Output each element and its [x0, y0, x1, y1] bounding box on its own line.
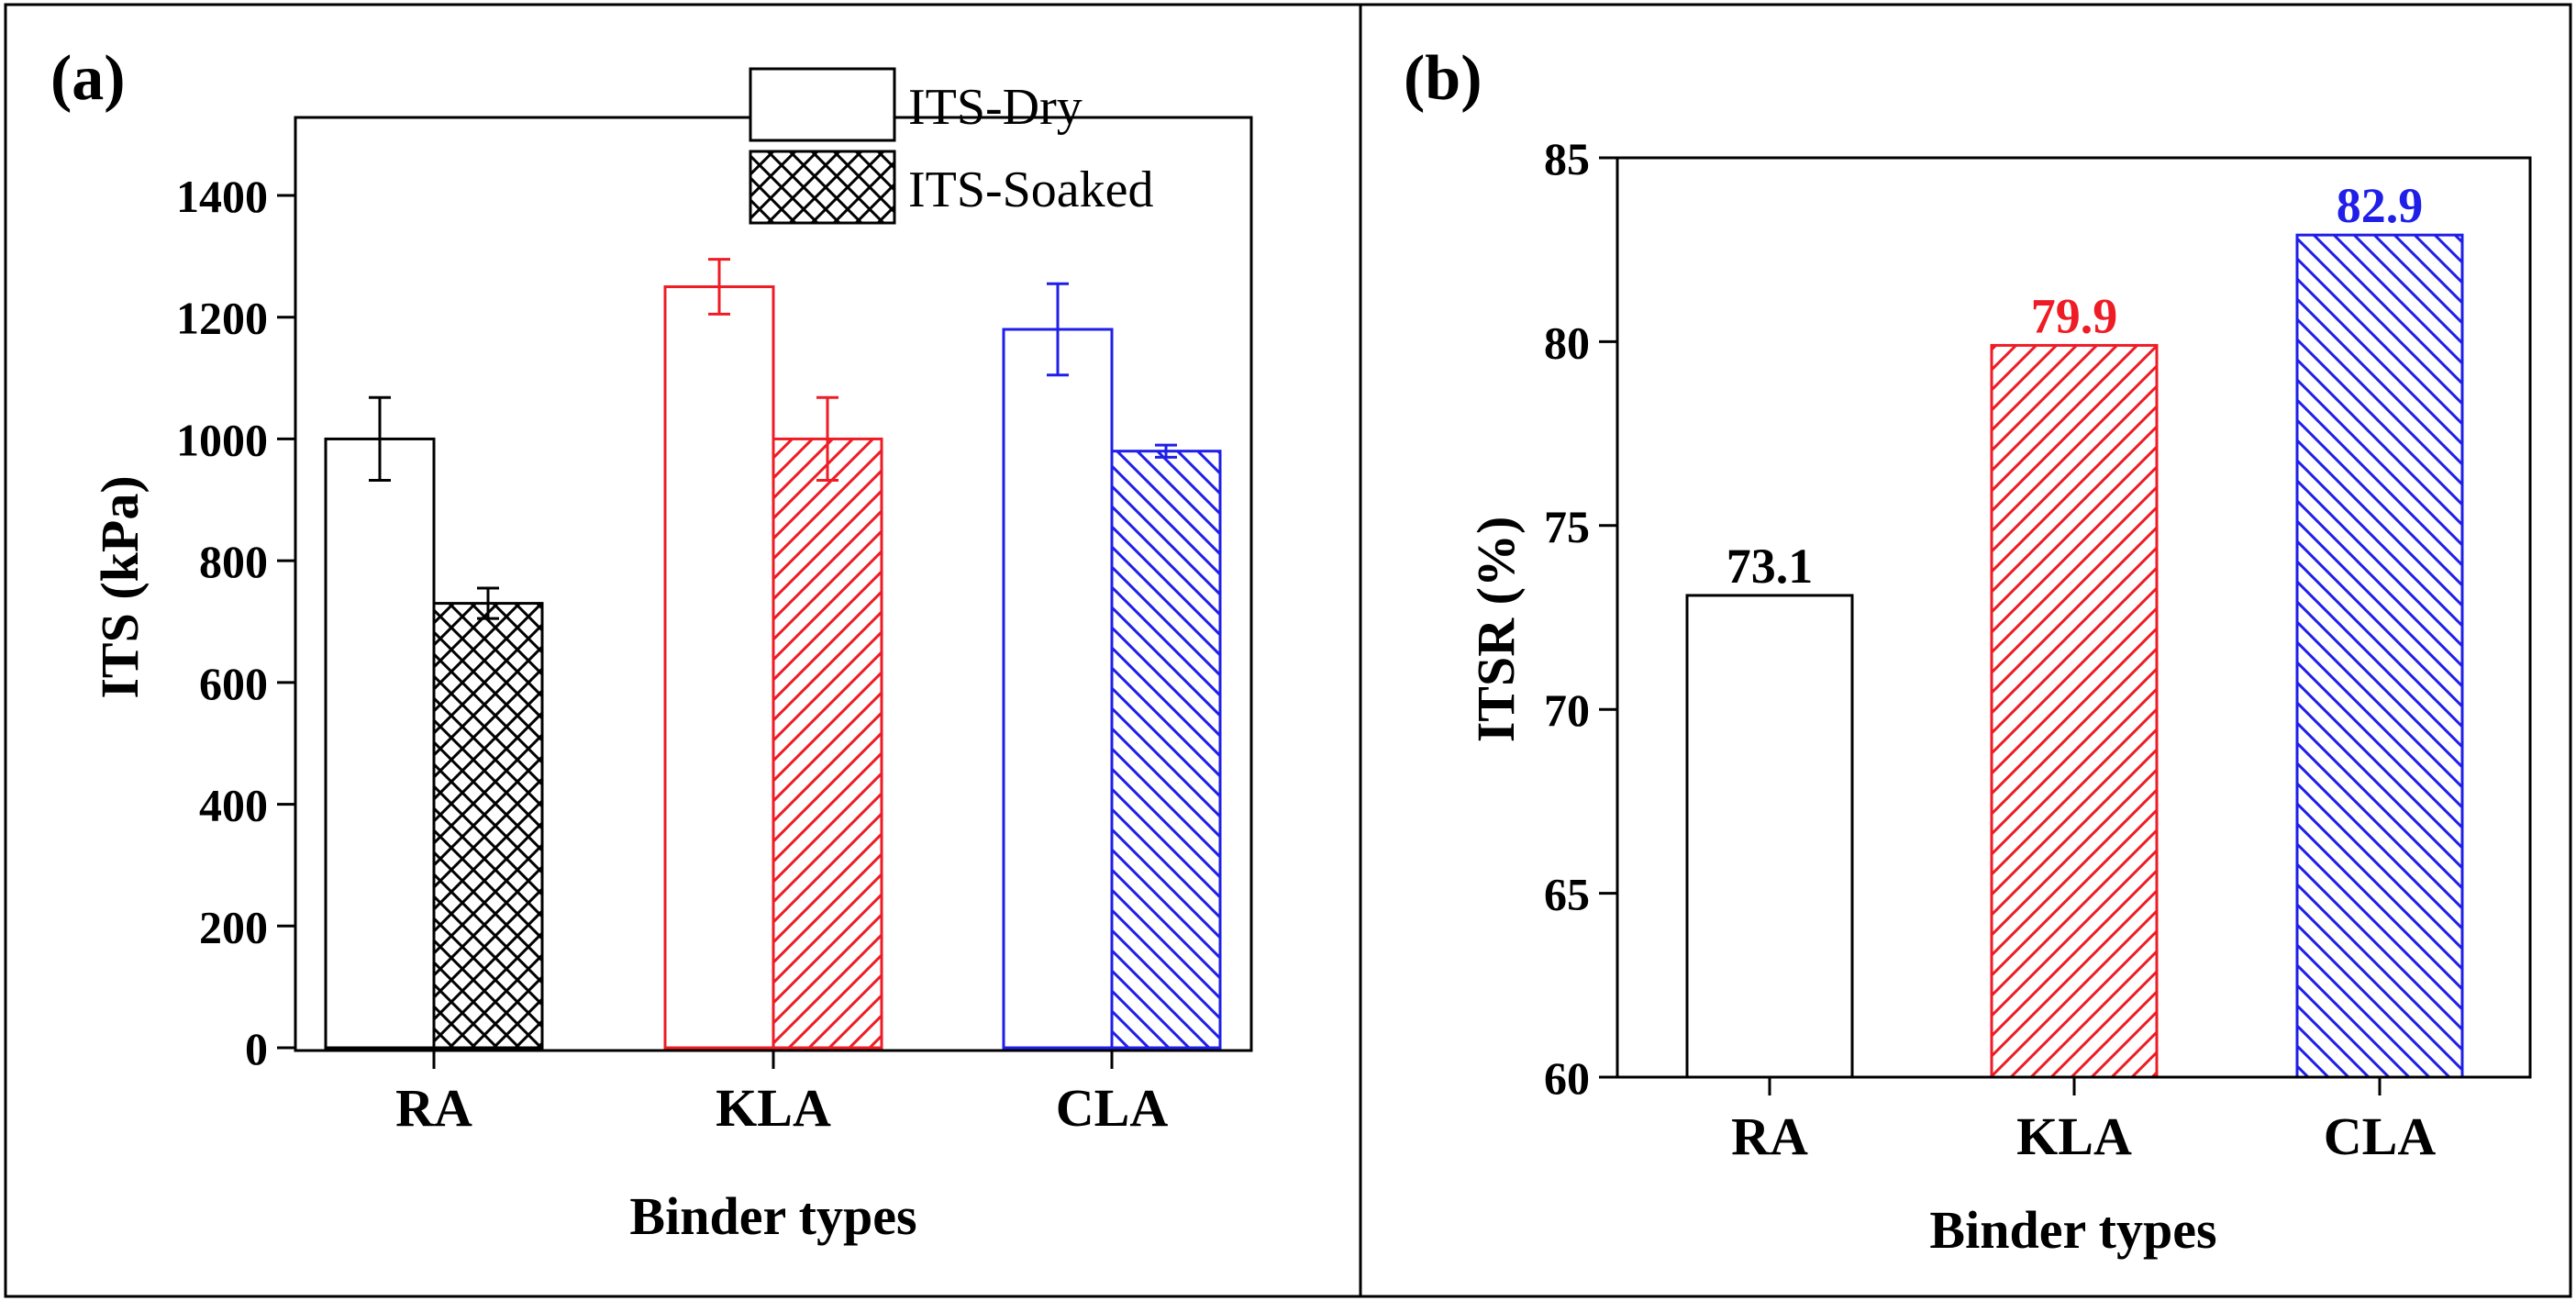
bar-its-dry-ra	[324, 437, 436, 1050]
y-tick-label: 60	[1544, 1052, 1590, 1104]
panel-a-legend: ITS-Dry ITS-Soaked	[749, 67, 1154, 225]
y-tick-label: 1000	[176, 414, 268, 465]
panel-a-error-bars	[369, 258, 1177, 620]
bar-its-soaked-cla	[1110, 450, 1222, 1050]
y-tick-label: 800	[199, 536, 268, 587]
x-tick-label-ra: RA	[1731, 1106, 1808, 1166]
x-tick-label-ra: RA	[395, 1078, 472, 1138]
y-tick-label: 0	[245, 1023, 268, 1074]
y-tick-label: 80	[1544, 317, 1590, 368]
bar-its-soaked-kla	[772, 437, 883, 1050]
panel-b-label: (b)	[1404, 43, 1482, 114]
legend-swatch-its-soaked	[749, 150, 896, 225]
bar-its-dry-kla	[663, 285, 775, 1050]
panel-b-frame	[1359, 3, 2572, 1298]
panel-b-x-axis-label: Binder types	[1929, 1200, 2216, 1260]
y-tick-label: 1200	[176, 293, 268, 344]
y-tick-label: 1400	[176, 171, 268, 222]
panel-a-y-ticks: 0 200 400 600 800 1000 1200 1400	[176, 171, 295, 1074]
bar-its-dry-cla	[1002, 328, 1114, 1050]
panel-b-bars	[1685, 233, 2464, 1079]
panel-a-x-ticks: RA KLA CLA	[395, 1051, 1168, 1138]
legend-label-its-soaked: ITS-Soaked	[908, 161, 1154, 218]
y-tick-label: 75	[1544, 501, 1590, 552]
panel-a-bars	[324, 285, 1222, 1050]
panel-a-y-axis-label: ITS (kPa)	[90, 475, 150, 698]
x-tick-label-cla: CLA	[1056, 1078, 1169, 1138]
panel-b-data-labels: 73.1 79.9 82.9	[1727, 178, 2424, 594]
bar-itsr-cla	[2295, 233, 2464, 1079]
bar-itsr-kla	[1990, 343, 2159, 1079]
data-label-kla: 79.9	[2031, 288, 2118, 343]
error-bar-its-dry-ra	[369, 395, 391, 483]
data-label-ra: 73.1	[1727, 539, 1814, 594]
panel-a-x-axis-label: Binder types	[629, 1186, 916, 1246]
error-bar-its-soaked-cla	[1155, 443, 1177, 459]
error-bar-its-soaked-ra	[477, 586, 499, 620]
bar-its-soaked-ra	[432, 602, 544, 1050]
legend-label-its-dry: ITS-Dry	[908, 79, 1083, 136]
y-tick-label: 85	[1544, 133, 1590, 184]
error-bar-its-soaked-kla	[816, 395, 838, 483]
panel-a-label: (a)	[50, 43, 126, 114]
panel-a: (a) 0 200 400 600 800 1000 1200 1400 RA KLA CLA B…	[50, 43, 1253, 1246]
panel-b-y-axis-label: ITSR (%)	[1466, 517, 1526, 743]
panel-b-y-ticks: 60 65 70 75 80 85	[1544, 133, 1617, 1104]
y-tick-label: 400	[199, 780, 268, 831]
y-tick-label: 65	[1544, 869, 1590, 920]
panel-b: (b) 73.1 79.9 82.9 60 65 70 75 80 85 RA KLA CLA B…	[1404, 43, 2532, 1260]
x-tick-label-cla: CLA	[2324, 1106, 2437, 1166]
bar-itsr-ra	[1685, 594, 1854, 1079]
error-bar-its-dry-cla	[1047, 282, 1069, 377]
x-tick-label-kla: KLA	[716, 1078, 831, 1138]
y-tick-label: 200	[199, 901, 268, 952]
panel-b-x-ticks: RA KLA CLA	[1731, 1077, 2436, 1166]
y-tick-label: 70	[1544, 684, 1590, 736]
data-label-cla: 82.9	[2337, 178, 2424, 233]
error-bar-its-dry-kla	[708, 258, 730, 316]
legend-swatch-its-dry	[749, 67, 896, 142]
y-tick-label: 600	[199, 658, 268, 709]
x-tick-label-kla: KLA	[2016, 1106, 2132, 1166]
